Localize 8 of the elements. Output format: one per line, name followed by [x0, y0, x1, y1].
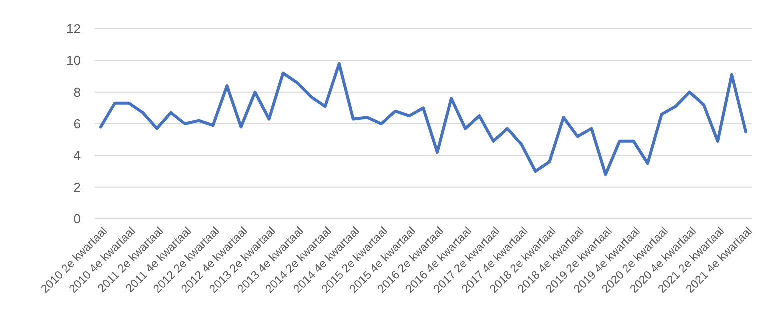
- line-series: [100, 62, 748, 176]
- y-tick-label: 12: [66, 22, 81, 37]
- y-tick-label: 8: [74, 84, 81, 100]
- y-tick-label: 4: [74, 148, 81, 164]
- y-tick-label: 10: [66, 53, 81, 68]
- y-tick-label: 6: [74, 116, 81, 132]
- y-tick-label: 0: [74, 212, 81, 227]
- y-tick-label: 2: [74, 180, 81, 195]
